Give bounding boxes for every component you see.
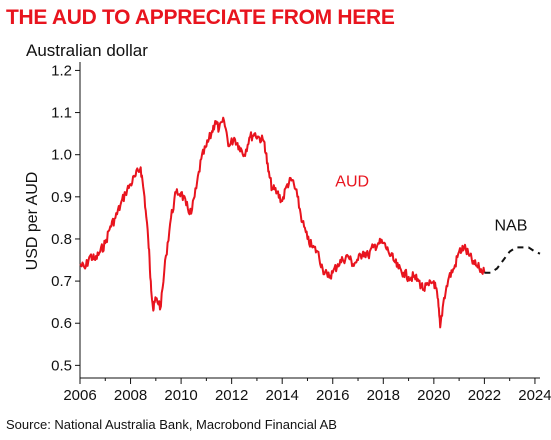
axes: 0.5 0.6 0.7 0.8 0.9 1.0 1.1 1.2 2006 2008 2010 2012… bbox=[51, 62, 551, 404]
x-tick-label: 2020 bbox=[417, 387, 450, 404]
x-tick-label: 2008 bbox=[114, 387, 147, 404]
y-tick-label: 0.6 bbox=[51, 315, 72, 332]
y-tick-label: 0.7 bbox=[51, 273, 72, 290]
y-tick-label: 0.5 bbox=[51, 357, 72, 374]
y-axis-title: USD per AUD bbox=[24, 172, 41, 271]
x-tick-label: 2012 bbox=[215, 387, 248, 404]
y-tick-label: 1.1 bbox=[51, 105, 72, 122]
aud-series-line bbox=[79, 116, 486, 329]
x-tick-label: 2024 bbox=[518, 387, 551, 404]
nab-forecast-line bbox=[484, 246, 541, 274]
aud-series-label: AUD bbox=[335, 173, 369, 190]
series-layer bbox=[79, 116, 541, 329]
y-tick-label: 1.0 bbox=[51, 147, 72, 164]
y-tick-label: 0.8 bbox=[51, 231, 72, 248]
x-tick-label: 2006 bbox=[63, 387, 96, 404]
x-tick-label: 2014 bbox=[266, 387, 299, 404]
chart-title: THE AUD TO APPRECIATE FROM HERE bbox=[6, 6, 395, 29]
y-tick-label: 0.9 bbox=[51, 189, 72, 206]
x-tick-label: 2022 bbox=[468, 387, 501, 404]
x-tick-label: 2010 bbox=[164, 387, 197, 404]
x-tick-label: 2016 bbox=[316, 387, 349, 404]
y-tick-label: 1.2 bbox=[51, 62, 72, 79]
x-tick-label: 2018 bbox=[367, 387, 400, 404]
chart-subtitle: Australian dollar bbox=[26, 41, 148, 60]
series-labels: AUD NAB bbox=[335, 173, 527, 234]
y-axis-title-group: USD per AUD bbox=[24, 172, 41, 271]
chart-source: Source: National Australia Bank, Macrobo… bbox=[6, 417, 337, 432]
nab-series-label: NAB bbox=[495, 218, 528, 235]
